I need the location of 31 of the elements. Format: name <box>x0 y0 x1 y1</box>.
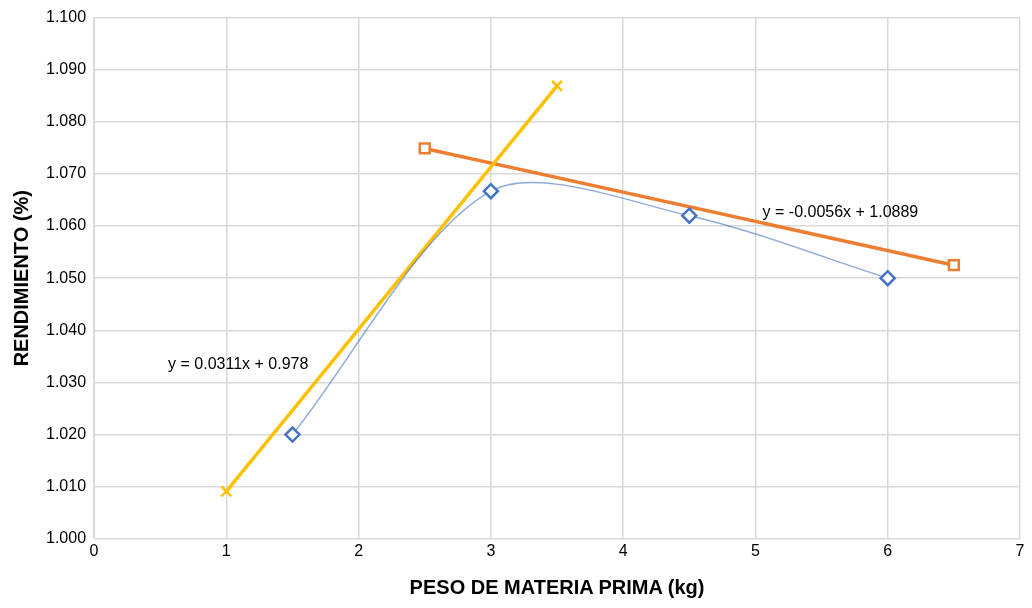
y-tick-label: 1.000 <box>45 529 87 547</box>
y-tick-label: 1.010 <box>45 477 87 495</box>
point <box>418 142 431 155</box>
y-tick-label: 1.090 <box>45 60 87 78</box>
x-axis-title: PESO DE MATERIA PRIMA (kg) <box>409 575 705 598</box>
y-tick-label: 1.100 <box>45 8 87 26</box>
x-tick-label: 5 <box>750 541 760 559</box>
x-tick-label: 3 <box>486 541 496 559</box>
annotation: y = -0.0056x + 1.0889 <box>762 203 919 221</box>
y-tick-label: 1.080 <box>45 112 87 130</box>
point <box>550 79 564 93</box>
x-tick-label: 7 <box>1015 541 1025 559</box>
point <box>681 207 698 224</box>
y-tick-label: 1.040 <box>45 320 87 338</box>
y-tick-label: 1.030 <box>45 372 87 390</box>
x-tick-label: 4 <box>618 541 628 559</box>
point <box>284 426 301 443</box>
x-tick-label: 2 <box>354 541 364 559</box>
x-tick-label: 1 <box>221 541 231 559</box>
point <box>947 258 961 272</box>
y-tick-label: 1.060 <box>45 216 87 234</box>
y-tick-label: 1.070 <box>45 164 87 182</box>
point <box>482 182 500 200</box>
x-tick-label: 0 <box>89 541 99 559</box>
annotation: y = 0.0311x + 0.978 <box>168 354 309 372</box>
y-tick-label: 1.050 <box>45 268 87 286</box>
x-tick-label: 6 <box>883 541 893 559</box>
y-tick-label: 1.020 <box>45 424 87 442</box>
point <box>220 485 233 498</box>
y-axis-title: RENDIMIENTO (%) <box>9 190 32 367</box>
point <box>879 269 896 287</box>
